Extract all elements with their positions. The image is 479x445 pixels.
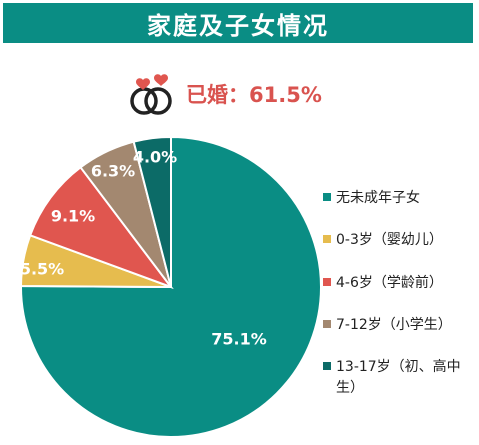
- married-indicator: 已婚：61.5%: [124, 70, 322, 118]
- pie-slice-4: [132, 135, 172, 288]
- legend-swatch-1: [323, 235, 331, 243]
- data-label-0: 75.1%: [211, 330, 267, 349]
- legend-item-4: 13-17岁（初、高中生）: [323, 357, 478, 399]
- legend-swatch-3: [323, 320, 331, 328]
- legend-item-2: 4-6岁（学龄前）: [323, 273, 478, 294]
- legend-item-3: 7-12岁（小学生）: [323, 315, 478, 336]
- data-label-2: 9.1%: [51, 207, 95, 226]
- legend-label-1: 0-3岁（婴幼儿）: [336, 232, 443, 248]
- legend-label-0: 无未成年子女: [336, 190, 420, 206]
- legend-swatch-4: [323, 362, 331, 370]
- pie-slice-2: [28, 165, 174, 290]
- legend-swatch-0: [323, 193, 331, 201]
- legend-item-1: 0-3岁（婴幼儿）: [323, 230, 478, 251]
- legend-swatch-2: [323, 278, 331, 286]
- data-label-1: 5.5%: [20, 260, 64, 279]
- chart-title: 家庭及子女情况: [147, 11, 329, 40]
- legend-label-3: 7-12岁（小学生）: [336, 317, 452, 333]
- title-bar: 家庭及子女情况: [3, 3, 473, 43]
- legend-label-4: 13-17岁（初、高中生）: [336, 359, 461, 396]
- data-label-4: 4.0%: [133, 148, 177, 167]
- married-percentage: 已婚：61.5%: [186, 83, 322, 107]
- data-label-3: 6.3%: [91, 162, 135, 181]
- wedding-rings-icon: [130, 74, 172, 115]
- legend-item-0: 无未成年子女: [323, 188, 478, 209]
- pie-slice-0: [20, 135, 322, 438]
- legend-label-2: 4-6岁（学龄前）: [336, 275, 443, 291]
